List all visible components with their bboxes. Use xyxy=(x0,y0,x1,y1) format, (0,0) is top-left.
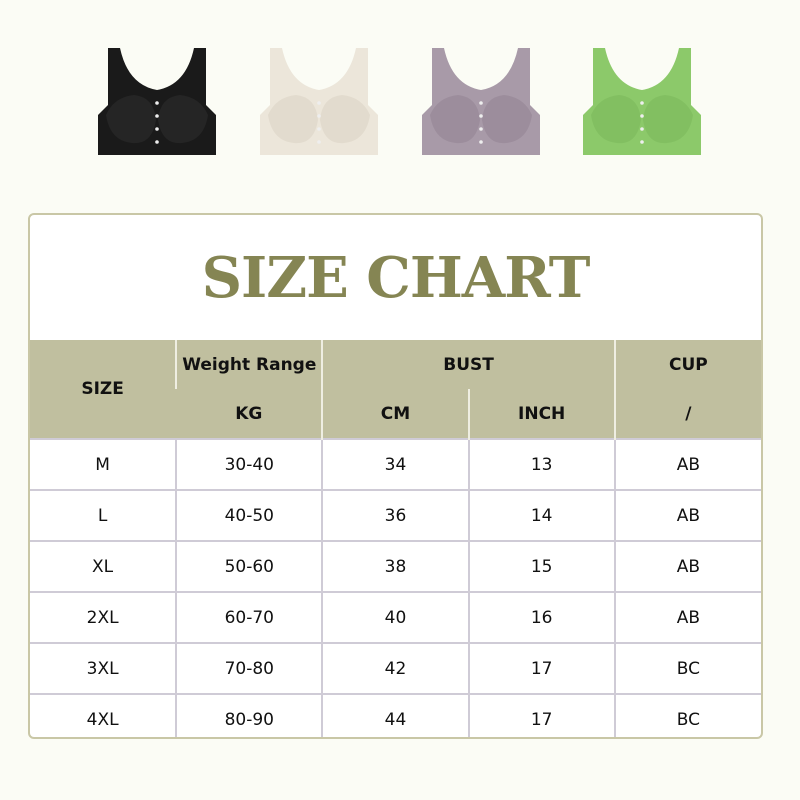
header-row: SIZE Weight Range BUST CUP xyxy=(30,340,761,439)
table-row: 3XL 70-80 42 17 BC xyxy=(30,642,761,694)
table-row: M 30-40 34 13 AB xyxy=(30,438,761,490)
bust-cm-cell: 36 xyxy=(321,489,469,541)
size-table: SIZE Weight Range BUST CUP KG CM INCH / … xyxy=(30,340,761,737)
bust-inch-cell: 16 xyxy=(467,591,615,643)
table-row: 2XL 60-70 40 16 AB xyxy=(30,591,761,643)
cup-cell: AB xyxy=(613,540,761,592)
weight-cell: 70-80 xyxy=(175,642,323,694)
header-weight: Weight Range xyxy=(175,340,323,389)
header-kg: KG xyxy=(176,389,323,439)
cup-cell: AB xyxy=(613,489,761,541)
bust-inch-cell: 17 xyxy=(467,693,615,737)
cup-cell: BC xyxy=(613,642,761,694)
bust-cm-cell: 34 xyxy=(321,438,469,490)
bust-cm-cell: 38 xyxy=(321,540,469,592)
bust-inch-cell: 15 xyxy=(467,540,615,592)
subheader-row: KG CM INCH / xyxy=(30,389,761,439)
cup-cell: AB xyxy=(613,591,761,643)
bust-cm-cell: 40 xyxy=(321,591,469,643)
bust-inch-cell: 13 xyxy=(467,438,615,490)
cup-cell: AB xyxy=(613,438,761,490)
weight-cell: 40-50 xyxy=(175,489,323,541)
bust-inch-cell: 17 xyxy=(467,642,615,694)
weight-cell: 80-90 xyxy=(175,693,323,737)
size-cell: L xyxy=(30,489,177,541)
product-image-green xyxy=(579,45,705,160)
bust-cm-cell: 42 xyxy=(321,642,469,694)
product-image-purple xyxy=(418,45,544,160)
size-cell: 2XL xyxy=(30,591,177,643)
header-cup-sub: / xyxy=(613,389,761,439)
weight-cell: 60-70 xyxy=(175,591,323,643)
header-cup: CUP xyxy=(613,340,761,389)
table-row: 4XL 80-90 44 17 BC xyxy=(30,693,761,737)
header-cm: CM xyxy=(321,389,469,439)
header-bust: BUST xyxy=(321,340,615,389)
size-chart-card: SIZE CHART SIZE Weight Range BUST CUP KG… xyxy=(28,213,763,739)
header-inch: INCH xyxy=(467,389,615,439)
product-image-black xyxy=(94,45,220,160)
size-cell: XL xyxy=(30,540,177,592)
bust-cm-cell: 44 xyxy=(321,693,469,737)
table-row: XL 50-60 38 15 AB xyxy=(30,540,761,592)
header-size: SIZE xyxy=(30,340,177,439)
product-images xyxy=(0,45,800,160)
size-cell: 4XL xyxy=(30,693,177,737)
table-row: L 40-50 36 14 AB xyxy=(30,489,761,541)
bust-inch-cell: 14 xyxy=(467,489,615,541)
cup-cell: BC xyxy=(613,693,761,737)
weight-cell: 30-40 xyxy=(175,438,323,490)
product-image-beige xyxy=(256,45,382,160)
weight-cell: 50-60 xyxy=(175,540,323,592)
page-title: SIZE CHART xyxy=(201,244,591,311)
size-cell: 3XL xyxy=(30,642,177,694)
size-cell: M xyxy=(30,438,177,490)
